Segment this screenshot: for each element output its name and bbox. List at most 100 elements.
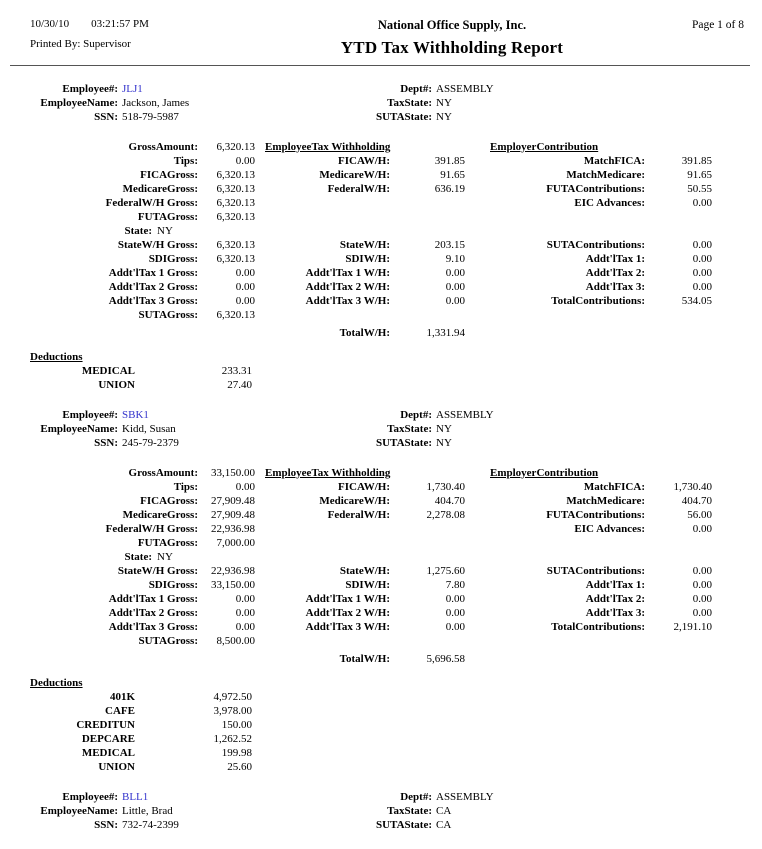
tax-state-value: NY	[436, 97, 452, 109]
tax-detail-grid: GrossAmount: 6,320.13 EmployeeTax Withhold…	[30, 140, 762, 340]
report-row: GrossAmount: 33,150.00 EmployeeTax Withhol…	[30, 466, 762, 480]
addtl-tax-2-gross-label: Addt'lTax 2 Gross:	[108, 281, 198, 293]
addtl-tax-1-wh-label: Addt'lTax 1 W/H:	[305, 593, 390, 605]
deduction-value: 25.60	[227, 761, 252, 773]
report-row: SDIGross: 33,150.00 SDIW/H: 7.80 Addt'lTax 1…	[30, 578, 762, 592]
addtl-tax-1-label: Addt'lTax 1:	[585, 579, 645, 591]
sdi-gross-label: SDIGross:	[148, 579, 198, 591]
report-row: FUTAGross: 7,000.00	[30, 536, 762, 550]
addtl-tax-2-label: Addt'lTax 2:	[585, 267, 645, 279]
suta-contributions-label: SUTAContributions:	[546, 565, 645, 577]
deductions-section: Deductions MEDICAL 233.31 UNION 27.40	[30, 350, 762, 392]
dept-label: Dept#:	[400, 791, 432, 803]
match-fica-label: MatchFICA:	[583, 481, 645, 493]
printed-by: Printed By: Supervisor	[30, 38, 255, 50]
suta-state-label: SUTAState:	[375, 819, 432, 831]
futa-gross-value: 6,320.13	[216, 211, 256, 223]
fica-wh-label: FICAW/H:	[338, 481, 390, 493]
employee-section: Employee#: JLJ1 Dept#: ASSEMBLY EmployeeName…	[30, 82, 762, 392]
employee-id-link[interactable]: JLJ1	[122, 83, 143, 95]
federal-wh-label: FederalW/H:	[327, 183, 390, 195]
match-medicare-label: MatchMedicare:	[566, 495, 645, 507]
deduction-label: CREDITUN	[76, 719, 135, 731]
deduction-label: DEPCARE	[81, 733, 135, 745]
tax-state-value: CA	[436, 805, 452, 817]
report-row: Tips: 0.00 FICAW/H: 1,730.40 MatchFICA: 1,730…	[30, 480, 762, 494]
header-left: 10/30/10 03:21:57 PM Printed By: Supervis…	[30, 18, 255, 50]
deduction-value: 199.98	[221, 747, 252, 759]
report-row: Addt'lTax 1 Gross: 0.00 Addt'lTax 1 W/H: 0.…	[30, 266, 762, 280]
deduction-row: MEDICAL 199.98	[30, 746, 762, 760]
addtl-tax-1-value: 0.00	[692, 579, 712, 591]
medicare-wh-value: 404.70	[434, 495, 465, 507]
employee-name-value: Kidd, Susan	[122, 423, 176, 435]
report-row: GrossAmount: 6,320.13 EmployeeTax Withhold…	[30, 140, 762, 154]
match-medicare-value: 404.70	[681, 495, 712, 507]
state-row: State: NY	[30, 550, 255, 564]
addtl-tax-2-gross-value: 0.00	[235, 607, 255, 619]
dept-value: ASSEMBLY	[436, 791, 494, 803]
employee-info-row: Employee#: JLJ1 Dept#: ASSEMBLY	[30, 82, 762, 96]
fica-wh-label: FICAW/H:	[338, 155, 390, 167]
total-wh-value: 1,331.94	[426, 327, 466, 339]
report-row: FICAGross: 6,320.13 MedicareW/H: 91.65 Match…	[30, 168, 762, 182]
header-center: National Office Supply, Inc. YTD Tax Wit…	[255, 18, 649, 58]
deduction-label: MEDICAL	[81, 365, 135, 377]
addtl-tax-1-gross-value: 0.00	[235, 593, 255, 605]
report-row: Addt'lTax 2 Gross: 0.00 Addt'lTax 2 W/H: 0.…	[30, 606, 762, 620]
printed-by-value: Supervisor	[83, 38, 131, 50]
dept-label: Dept#:	[400, 409, 432, 421]
suta-contributions-value: 0.00	[692, 239, 712, 251]
deduction-label: 401K	[109, 691, 135, 703]
report-row: Addt'lTax 3 Gross: 0.00 Addt'lTax 3 W/H: 0.…	[30, 294, 762, 308]
deduction-label: UNION	[98, 761, 135, 773]
addtl-tax-3-gross-value: 0.00	[235, 295, 255, 307]
match-medicare-label: MatchMedicare:	[566, 169, 645, 181]
state-wh-label: StateW/H:	[339, 239, 390, 251]
deduction-row: CREDITUN 150.00	[30, 718, 762, 732]
report-body: Employee#: JLJ1 Dept#: ASSEMBLY EmployeeName…	[0, 66, 762, 832]
deduction-value: 3,978.00	[213, 705, 253, 717]
report-title: YTD Tax Withholding Report	[340, 38, 564, 57]
sdi-wh-label: SDIW/H:	[345, 253, 390, 265]
suta-gross-label: SUTAGross:	[138, 309, 199, 321]
addtl-tax-3-wh-label: Addt'lTax 3 W/H:	[305, 621, 390, 633]
ssn-label: SSN:	[94, 111, 118, 123]
employer-contribution-header: EmployerContribution	[490, 467, 599, 479]
employee-info-row: SSN: 518-79-5987 SUTAState: NY	[30, 110, 762, 124]
state-label: State:	[124, 551, 153, 563]
federal-wh-label: FederalW/H:	[327, 509, 390, 521]
employee-id-link[interactable]: BLL1	[122, 791, 149, 803]
fica-wh-value: 391.85	[434, 155, 465, 167]
deduction-value: 1,262.52	[213, 733, 253, 745]
employee-id-link[interactable]: SBK1	[122, 409, 149, 421]
sdi-wh-value: 9.10	[445, 253, 465, 265]
match-fica-label: MatchFICA:	[583, 155, 645, 167]
report-row: State: NY	[30, 550, 762, 564]
tax-state-label: TaxState:	[387, 423, 432, 435]
addtl-tax-2-wh-value: 0.00	[445, 281, 465, 293]
medicare-gross-value: 27,909.48	[211, 509, 255, 521]
deduction-row: CAFE 3,978.00	[30, 704, 762, 718]
employee-info-row: SSN: 732-74-2399 SUTAState: CA	[30, 818, 762, 832]
state-wh-gross-value: 22,936.98	[211, 565, 255, 577]
suta-gross-value: 6,320.13	[216, 309, 256, 321]
futa-gross-label: FUTAGross:	[137, 537, 198, 549]
futa-contributions-label: FUTAContributions:	[546, 183, 645, 195]
medicare-gross-label: MedicareGross:	[122, 509, 198, 521]
addtl-tax-3-gross-label: Addt'lTax 3 Gross:	[108, 295, 198, 307]
total-contributions-label: TotalContributions:	[551, 621, 645, 633]
state-row: State: NY	[30, 224, 255, 238]
total-wh-label: TotalW/H:	[339, 653, 390, 665]
federal-wh-value: 636.19	[434, 183, 465, 195]
addtl-tax-1-gross-label: Addt'lTax 1 Gross:	[108, 267, 198, 279]
suta-contributions-label: SUTAContributions:	[546, 239, 645, 251]
printed-by-label: Printed By:	[30, 38, 81, 50]
futa-contributions-label: FUTAContributions:	[546, 509, 645, 521]
addtl-tax-2-gross-value: 0.00	[235, 281, 255, 293]
addtl-tax-1-value: 0.00	[692, 253, 712, 265]
medicare-gross-value: 6,320.13	[216, 183, 256, 195]
state-wh-gross-label: StateW/H Gross:	[117, 239, 198, 251]
federal-wh-gross-value: 6,320.13	[216, 197, 256, 209]
gross-amount-value: 33,150.00	[211, 467, 255, 479]
